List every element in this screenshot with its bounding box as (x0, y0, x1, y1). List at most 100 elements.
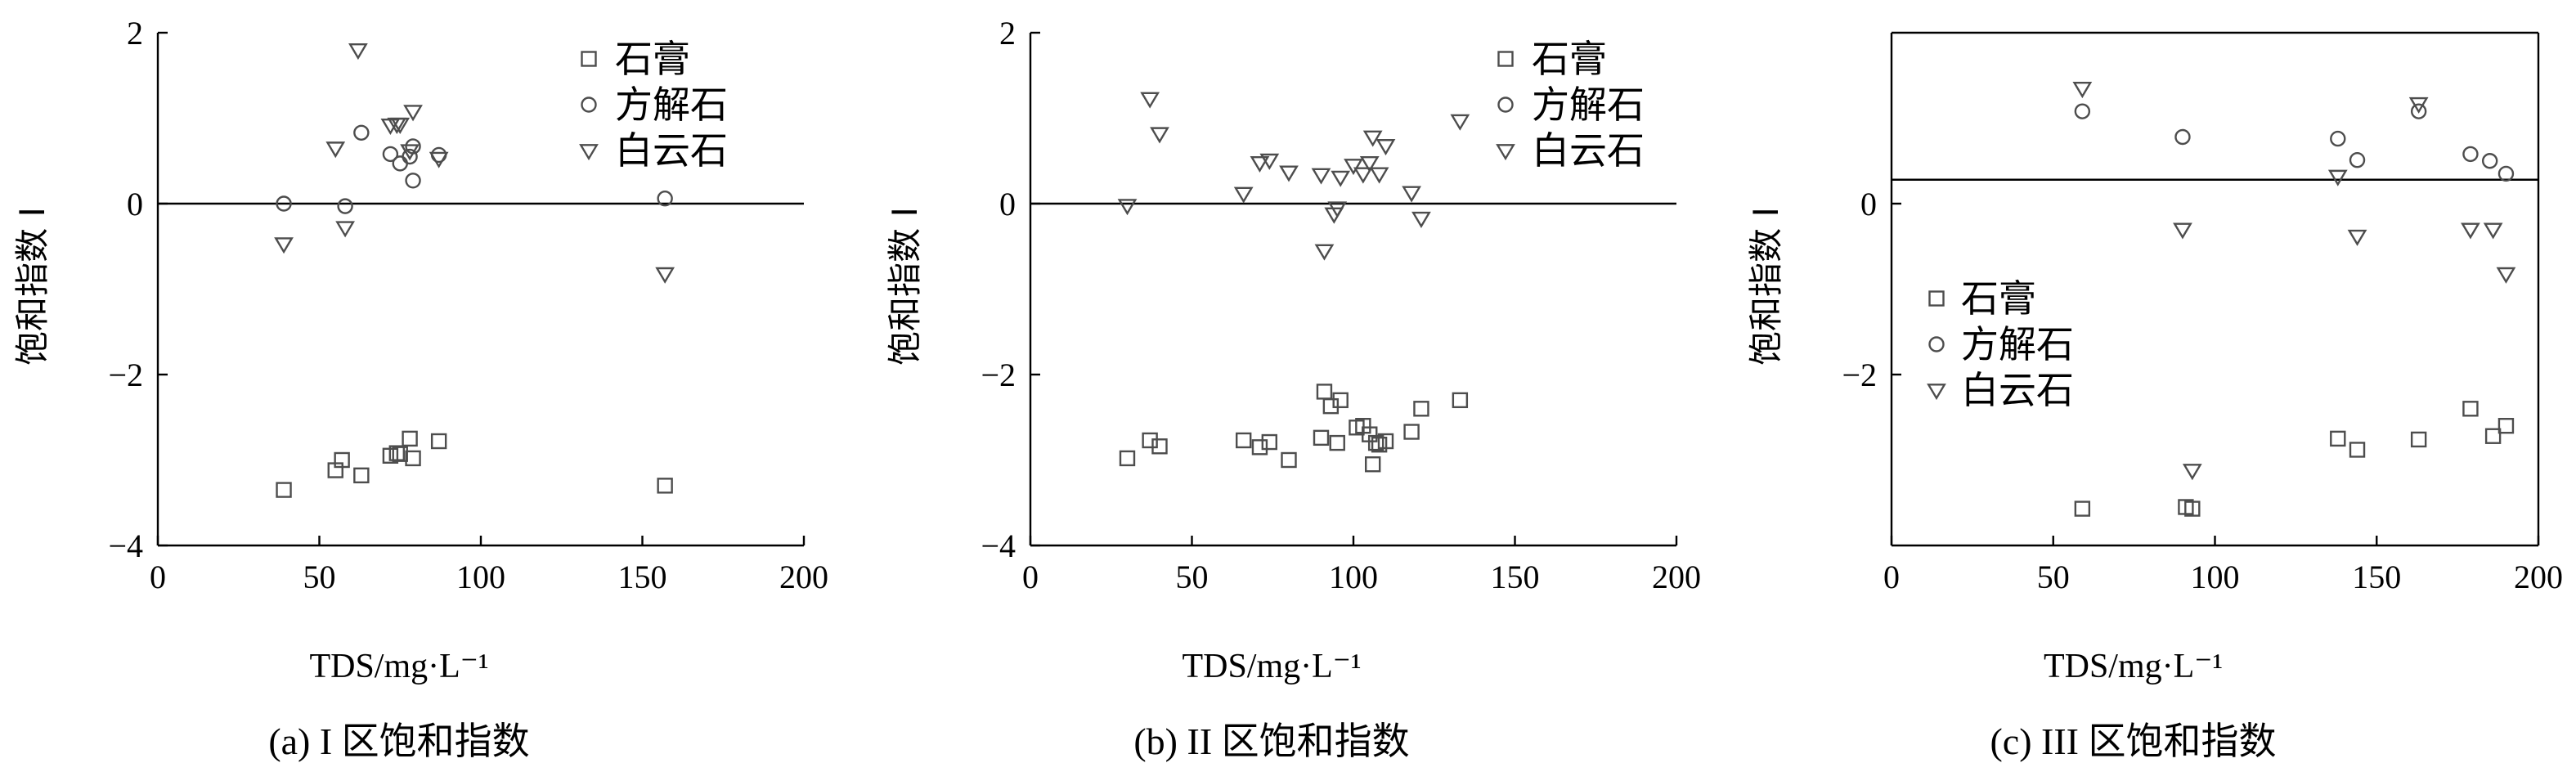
data-point (335, 221, 355, 238)
data-point (1359, 155, 1380, 173)
data-point (2072, 82, 2093, 99)
x-tick-label: 100 (1329, 559, 1378, 595)
x-tick-label: 150 (1491, 559, 1540, 595)
panel-caption: (b) II 区饱和指数 (1133, 720, 1409, 762)
data-point (2330, 430, 2346, 447)
data-point (1313, 429, 1330, 447)
data-point (392, 155, 408, 172)
data-point (2462, 401, 2479, 417)
data-point (2182, 464, 2202, 481)
y-tick-label: 0 (1860, 186, 1877, 222)
data-point (402, 148, 418, 165)
data-point (274, 237, 294, 254)
data-point (2349, 442, 2366, 458)
data-point (390, 117, 411, 134)
data-point (2349, 152, 2366, 168)
x-tick-label: 0 (1022, 559, 1039, 595)
data-point (2484, 428, 2502, 444)
y-tick-label: 0 (127, 186, 143, 222)
data-point (1250, 155, 1270, 173)
data-point (1235, 432, 1252, 449)
data-point (353, 124, 370, 141)
data-point (334, 451, 350, 469)
legend-marker (1928, 290, 1945, 307)
x-tick-label: 50 (303, 559, 336, 595)
data-point (655, 267, 675, 284)
data-point (1450, 114, 1470, 131)
data-point (429, 151, 449, 168)
data-point (1329, 434, 1345, 451)
chart-panel: 0 50 100 150 200 0 −2 TDS/mg·L⁻¹ 饱和指数 I (c) III 区… (1746, 31, 2563, 762)
data-point (337, 198, 353, 214)
legend-label: 石膏 (1961, 276, 2036, 321)
chart-panel: 0 50 100 150 200 2 0 −2 −4 TDS/mg·L⁻¹ 饱和指数 I (b) II… (885, 15, 1701, 762)
data-point (1362, 130, 1383, 147)
legend-marker (579, 144, 599, 161)
data-point (2074, 500, 2091, 517)
legend-marker (1497, 97, 1514, 113)
data-point (1314, 244, 1335, 261)
x-tick-label: 150 (2352, 559, 2401, 595)
y-tick-label: −4 (981, 527, 1016, 564)
data-point (2462, 146, 2479, 163)
data-point (1251, 439, 1268, 456)
x-axis-label: TDS/mg·L⁻¹ (1182, 648, 1361, 685)
legend-marker (581, 51, 597, 67)
y-tick-label: 2 (127, 15, 143, 52)
data-point (1233, 186, 1254, 204)
legend-label: 白云石 (1532, 128, 1645, 173)
data-point (1151, 438, 1168, 455)
legend-label: 方解石 (615, 83, 728, 127)
data-point (2330, 130, 2346, 147)
data-point (1377, 433, 1394, 450)
x-tick-label: 100 (456, 559, 505, 595)
x-tick-label: 200 (1652, 559, 1701, 595)
data-point (276, 195, 292, 212)
legend-marker (581, 97, 597, 113)
data-point (1353, 167, 1373, 184)
y-tick-label: −2 (981, 357, 1016, 393)
data-point (405, 173, 421, 189)
data-point (400, 144, 420, 161)
data-point (2496, 267, 2516, 284)
data-point (1117, 199, 1138, 216)
legend-label: 石膏 (1532, 37, 1607, 81)
data-point (1369, 167, 1389, 184)
data-point (2347, 229, 2367, 246)
data-point (2327, 169, 2348, 186)
legend-label: 白云石 (615, 128, 728, 173)
data-point (1413, 401, 1429, 417)
y-axis-label: 饱和指数 I (1746, 207, 1786, 366)
data-point (1411, 211, 1431, 228)
panel-caption: (a) I 区饱和指数 (268, 720, 529, 762)
y-tick-label: 2 (999, 15, 1016, 52)
x-tick-label: 0 (150, 559, 166, 595)
x-tick-label: 200 (2514, 559, 2563, 595)
data-point (2461, 222, 2480, 240)
data-point (1332, 392, 1349, 409)
data-point (2173, 222, 2192, 240)
data-point (2481, 153, 2498, 169)
data-point (353, 467, 370, 484)
y-tick-label: −2 (108, 357, 143, 393)
data-point (1327, 201, 1348, 218)
data-point (1119, 450, 1136, 467)
data-point (2483, 222, 2503, 240)
x-tick-label: 50 (1176, 559, 1209, 595)
data-point (403, 105, 423, 122)
y-axis-label: 饱和指数 I (885, 207, 925, 366)
data-point (430, 433, 447, 450)
data-point (2410, 431, 2427, 448)
x-axis-label: TDS/mg·L⁻¹ (309, 648, 488, 685)
legend-label: 方解石 (1961, 322, 2074, 366)
data-point (1279, 165, 1299, 182)
legend-label: 白云石 (1961, 368, 2074, 412)
data-point (382, 146, 399, 163)
x-tick-label: 150 (618, 559, 667, 595)
y-tick-label: −2 (1842, 357, 1877, 393)
data-point (348, 43, 368, 61)
data-point (1376, 139, 1396, 156)
data-point (1331, 170, 1351, 187)
data-point (2497, 418, 2515, 434)
data-point (1403, 424, 1420, 440)
